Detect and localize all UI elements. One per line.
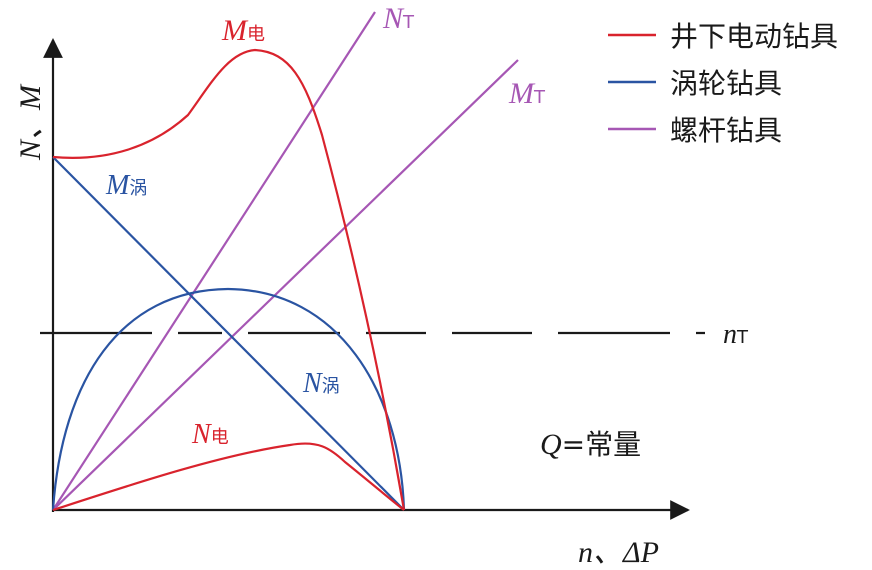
legend: 井下电动钻具 涡轮钻具 螺杆钻具	[608, 20, 838, 147]
label-n-turbine: N涡	[302, 368, 340, 399]
y-axis-label: N、M	[14, 83, 47, 161]
label-m-screw: MT	[508, 77, 546, 110]
label-m-electric: M电	[221, 14, 265, 47]
legend-label-turbine: 涡轮钻具	[670, 67, 782, 100]
turbine-n-curve	[51, 287, 406, 511]
x-axis-label-delta: ΔP	[622, 536, 659, 569]
legend-label-screw: 螺杆钻具	[670, 114, 782, 147]
label-n-threshold: nT	[723, 319, 749, 350]
legend-label-electric: 井下电动钻具	[670, 20, 838, 53]
screw-m-line	[52, 59, 519, 511]
x-axis-label-main: n、	[578, 536, 623, 569]
condition-label: Q=常量	[540, 428, 641, 461]
electric-n-curve	[52, 442, 405, 512]
label-n-electric: N电	[191, 419, 229, 450]
x-axis-label: n、ΔP	[578, 536, 659, 569]
electric-m-curve	[52, 48, 406, 511]
turbine-m-line	[52, 156, 405, 511]
screw-n-line	[52, 11, 376, 511]
label-n-screw: NT	[382, 2, 415, 35]
label-m-turbine: M涡	[105, 170, 147, 201]
